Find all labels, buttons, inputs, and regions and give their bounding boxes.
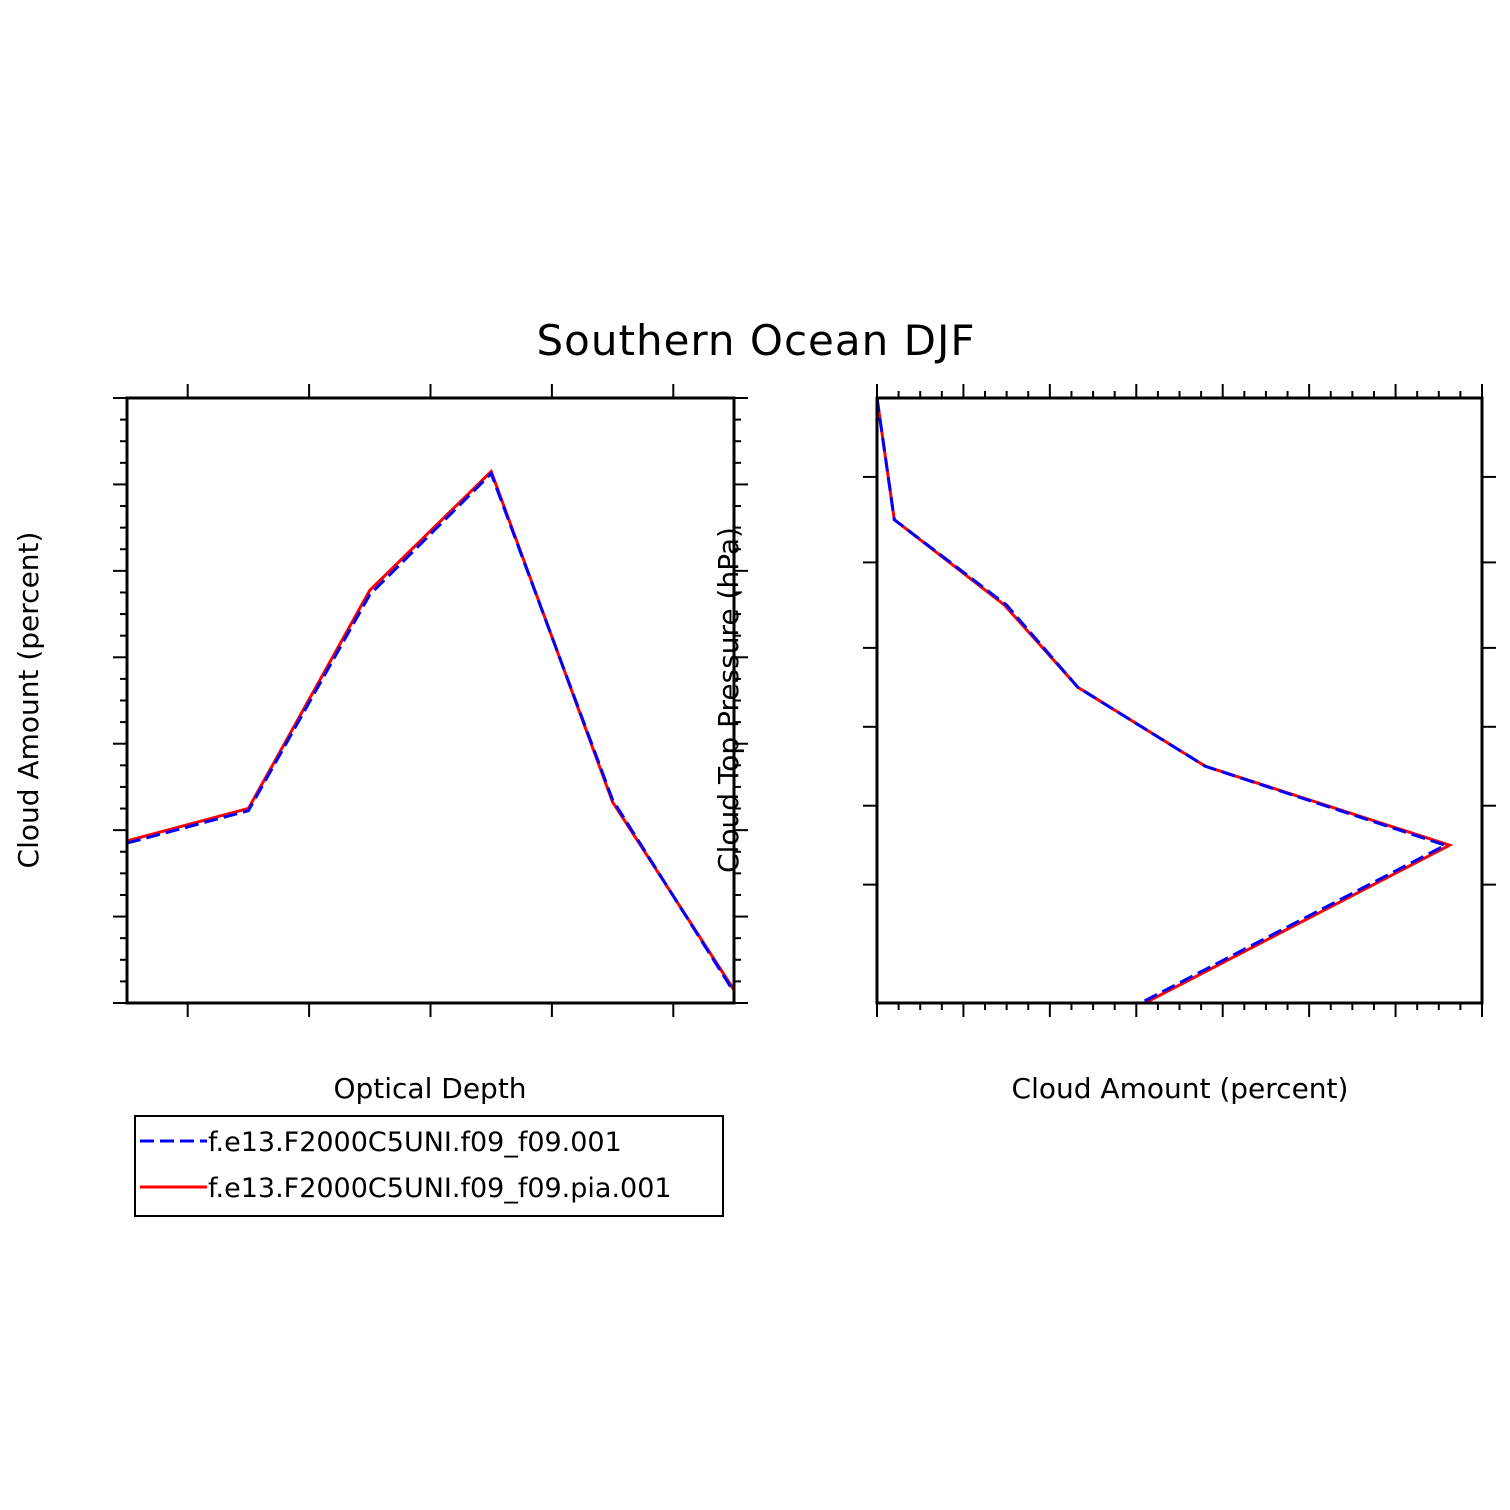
- legend-label-1: f.e13.F2000C5UNI.f09_f09.pia.001: [208, 1173, 672, 1204]
- figure-title: Southern Ocean DJF: [537, 316, 976, 365]
- left-series-line-pia: [126, 468, 736, 991]
- right-panel-cloud-top-pressure: Cloud Amount (percent) Cloud Top Pressur…: [712, 384, 1496, 1105]
- left-y-axis-label: Cloud Amount (percent): [12, 532, 45, 869]
- right-series-line-pia: [877, 398, 1454, 1003]
- right-y-axis-label: Cloud Top Pressure (hPa): [712, 527, 745, 873]
- left-x-axis-label: Optical Depth: [333, 1072, 526, 1105]
- left-plot-frame: [125, 396, 736, 1005]
- right-x-axis-label: Cloud Amount (percent): [1012, 1072, 1349, 1105]
- legend-label-0: f.e13.F2000C5UNI.f09_f09.001: [208, 1127, 622, 1158]
- legend: f.e13.F2000C5UNI.f09_f09.001 f.e13.F2000…: [134, 1115, 724, 1217]
- left-panel-optical-depth: Optical Depth Cloud Amount (percent): [12, 384, 748, 1105]
- right-plot-frame: [875, 396, 1484, 1005]
- legend-box: [134, 1115, 724, 1217]
- right-series-line-control: [877, 398, 1450, 1003]
- left-series-line-control: [126, 470, 736, 994]
